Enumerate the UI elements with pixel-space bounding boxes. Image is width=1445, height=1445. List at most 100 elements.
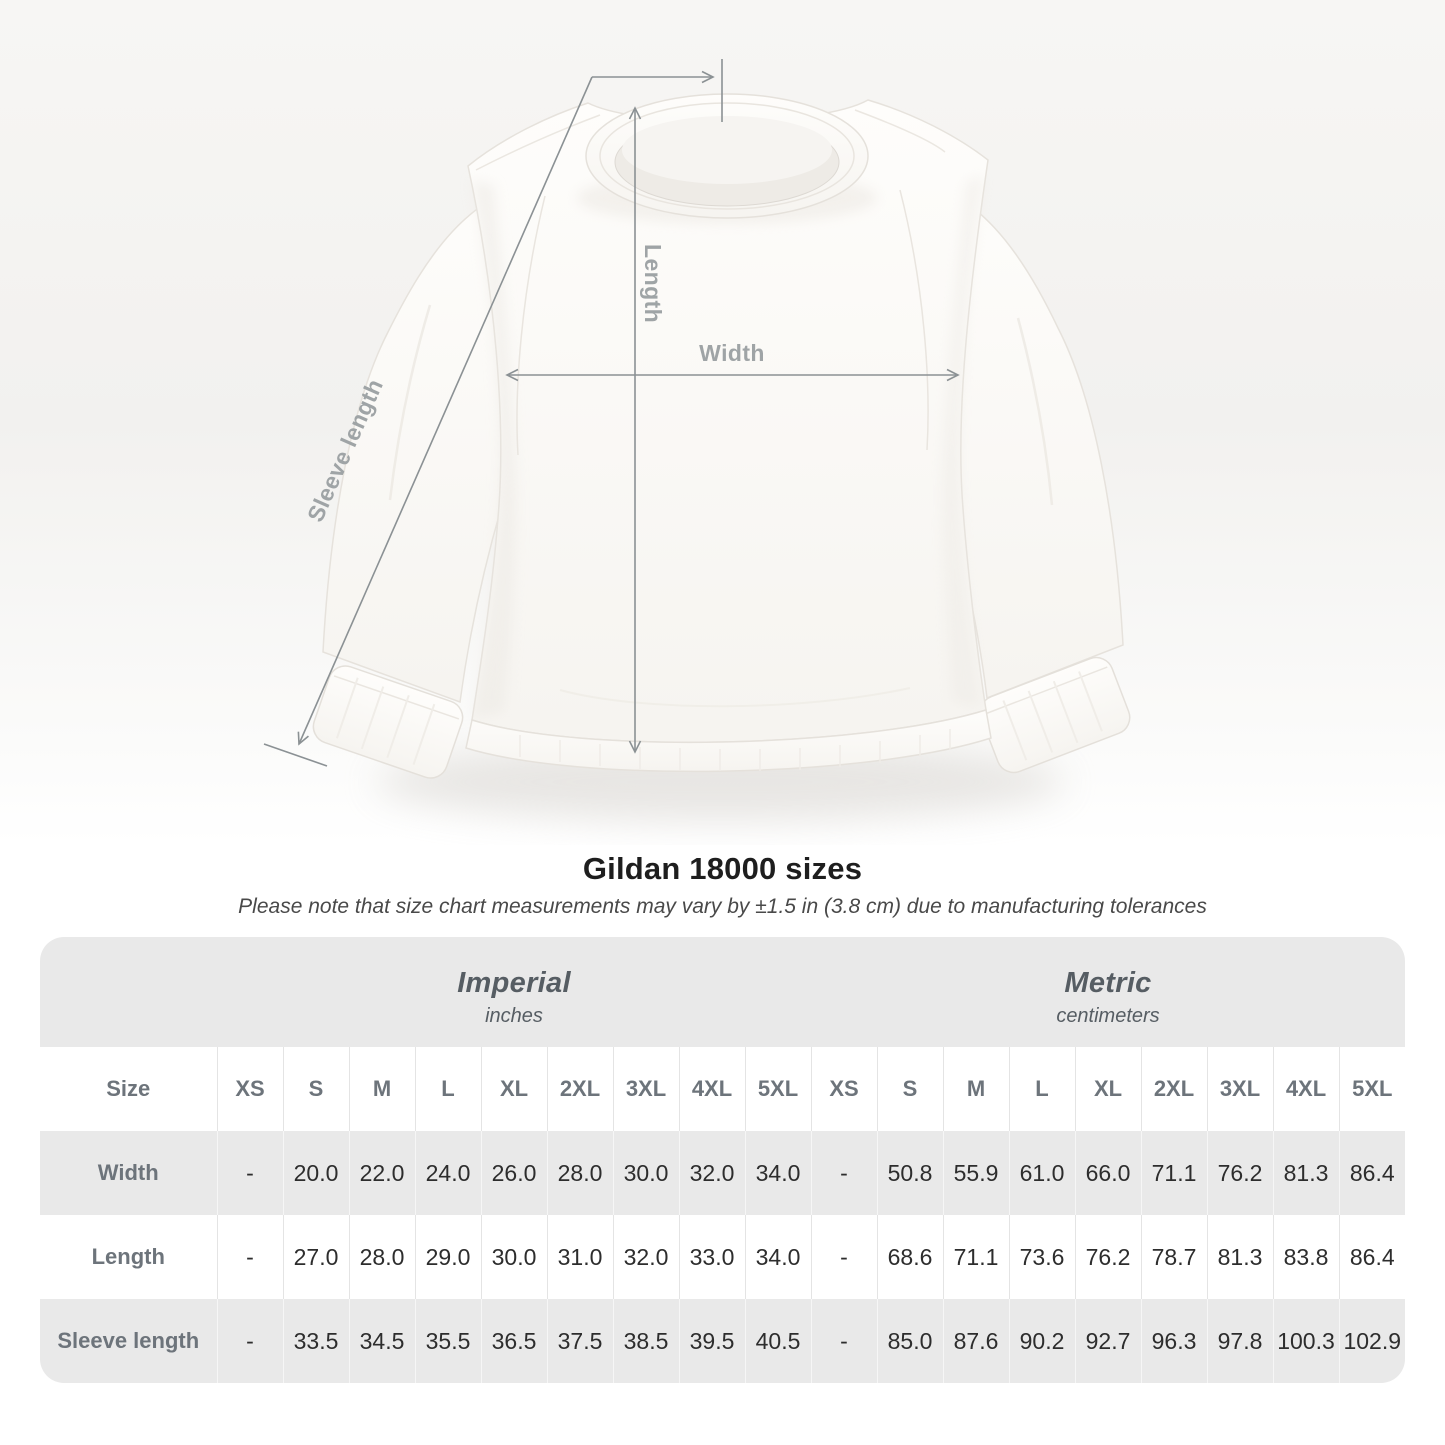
size-header-row: Size XS S M L XL 2XL 3XL 4XL 5XL XS S M … <box>40 1047 1405 1131</box>
measurement-cell: 55.9 <box>942 1131 1009 1215</box>
cuff-right <box>979 656 1131 774</box>
size-col-header: XS <box>216 1047 283 1131</box>
size-col-header: 2XL <box>546 1047 613 1131</box>
measurement-cell: - <box>810 1215 877 1299</box>
measurement-cell: 28.0 <box>546 1131 613 1215</box>
measurement-cell: 78.7 <box>1140 1215 1207 1299</box>
size-col-header: L <box>1008 1047 1075 1131</box>
measurement-cell: 34.0 <box>744 1131 811 1215</box>
tolerance-note: Please note that size chart measurements… <box>238 895 1207 918</box>
measurement-cell: 22.0 <box>348 1131 415 1215</box>
measurement-cell: 85.0 <box>876 1299 943 1383</box>
measurement-cell: 20.0 <box>282 1131 349 1215</box>
page-title: Gildan 18000 sizes <box>582 851 863 886</box>
measurement-cell: 50.8 <box>876 1131 943 1215</box>
unit-band-spacer <box>40 937 217 1047</box>
measurement-cell: 76.2 <box>1074 1215 1141 1299</box>
measurement-cell: 27.0 <box>282 1215 349 1299</box>
measurement-cell: 28.0 <box>348 1215 415 1299</box>
size-col-header: 4XL <box>1272 1047 1339 1131</box>
measurement-cell: 87.6 <box>942 1299 1009 1383</box>
unit-group-name: Imperial <box>457 967 571 999</box>
measurement-cell: 26.0 <box>480 1131 547 1215</box>
row-label: Sleeve length <box>40 1299 217 1383</box>
measurement-cell: 71.1 <box>942 1215 1009 1299</box>
measurement-cell: - <box>810 1299 877 1383</box>
size-col-header: M <box>942 1047 1009 1131</box>
size-col-header: L <box>414 1047 481 1131</box>
size-col-header: S <box>282 1047 349 1131</box>
measurement-cell: 39.5 <box>678 1299 745 1383</box>
measurement-cell: - <box>810 1131 877 1215</box>
measurement-cell: 90.2 <box>1008 1299 1075 1383</box>
measurement-cell: 86.4 <box>1338 1215 1405 1299</box>
product-photo-section: Length Width Sleeve length <box>0 0 1445 845</box>
measurement-cell: 73.6 <box>1008 1215 1075 1299</box>
size-col-header: XL <box>1074 1047 1141 1131</box>
measurement-cell: 32.0 <box>678 1131 745 1215</box>
size-col-header: 3XL <box>612 1047 679 1131</box>
measurement-lines <box>263 59 960 767</box>
collar <box>577 93 877 224</box>
measurement-cell: 81.3 <box>1206 1215 1273 1299</box>
measurement-cell: 61.0 <box>1008 1131 1075 1215</box>
length-measure-label: Length <box>640 244 666 324</box>
row-label: Width <box>40 1131 217 1215</box>
measurement-cell: 81.3 <box>1272 1131 1339 1215</box>
table-row-width: Width - 20.0 22.0 24.0 26.0 28.0 30.0 32… <box>40 1131 1405 1215</box>
measurement-cell: 100.3 <box>1272 1299 1339 1383</box>
measurement-cell: 36.5 <box>480 1299 547 1383</box>
unit-group-unit: inches <box>485 1005 543 1027</box>
table-row-length: Length - 27.0 28.0 29.0 30.0 31.0 32.0 3… <box>40 1215 1405 1299</box>
measurement-cell: 34.5 <box>348 1299 415 1383</box>
cuff-tick <box>263 743 328 767</box>
size-header-cell: Size <box>40 1047 217 1131</box>
sweatshirt-diagram <box>0 0 1445 845</box>
measurement-cell: 30.0 <box>612 1131 679 1215</box>
measurement-cell: 76.2 <box>1206 1131 1273 1215</box>
measurement-cell: - <box>216 1299 283 1383</box>
measurement-cell: 31.0 <box>546 1215 613 1299</box>
unit-group-unit: centimeters <box>1056 1005 1160 1027</box>
measurement-cell: 92.7 <box>1074 1299 1141 1383</box>
cuff-left <box>312 665 464 779</box>
measurement-cell: 24.0 <box>414 1131 481 1215</box>
measurement-cell: 33.0 <box>678 1215 745 1299</box>
size-col-header: S <box>876 1047 943 1131</box>
size-col-header: XS <box>810 1047 877 1131</box>
measurement-cell: 71.1 <box>1140 1131 1207 1215</box>
measurement-cell: 35.5 <box>414 1299 481 1383</box>
size-col-header: 5XL <box>1338 1047 1405 1131</box>
measurement-cell: 68.6 <box>876 1215 943 1299</box>
measurement-cell: 83.8 <box>1272 1215 1339 1299</box>
measurement-cell: 97.8 <box>1206 1299 1273 1383</box>
measurement-cell: 102.9 <box>1338 1299 1405 1383</box>
measurement-cell: 34.0 <box>744 1215 811 1299</box>
size-col-header: M <box>348 1047 415 1131</box>
unit-band-row: Imperial inches Metric centimeters <box>40 937 1405 1047</box>
measurement-cell: 66.0 <box>1074 1131 1141 1215</box>
width-measure-label: Width <box>699 340 765 366</box>
measurement-cell: - <box>216 1131 283 1215</box>
table-row-sleeve-length: Sleeve length - 33.5 34.5 35.5 36.5 37.5… <box>40 1299 1405 1383</box>
caption-block: Gildan 18000 sizes Please note that size… <box>0 845 1445 919</box>
measurement-cell: 29.0 <box>414 1215 481 1299</box>
measurement-cell: 37.5 <box>546 1299 613 1383</box>
size-col-header: XL <box>480 1047 547 1131</box>
size-chart-table: Imperial inches Metric centimeters Size … <box>40 937 1405 1383</box>
measurement-cell: 40.5 <box>744 1299 811 1383</box>
measurement-cell: 86.4 <box>1338 1131 1405 1215</box>
measurement-cell: 33.5 <box>282 1299 349 1383</box>
size-col-header: 4XL <box>678 1047 745 1131</box>
measurement-cell: - <box>216 1215 283 1299</box>
measurement-cell: 32.0 <box>612 1215 679 1299</box>
size-col-header: 3XL <box>1206 1047 1273 1131</box>
measurement-cell: 30.0 <box>480 1215 547 1299</box>
size-col-header: 2XL <box>1140 1047 1207 1131</box>
unit-group-metric: Metric centimeters <box>811 937 1405 1047</box>
measurement-cell: 38.5 <box>612 1299 679 1383</box>
unit-group-imperial: Imperial inches <box>217 937 811 1047</box>
sleeve-diagonal-arrow <box>297 76 593 746</box>
measurement-cell: 96.3 <box>1140 1299 1207 1383</box>
row-label: Length <box>40 1215 217 1299</box>
